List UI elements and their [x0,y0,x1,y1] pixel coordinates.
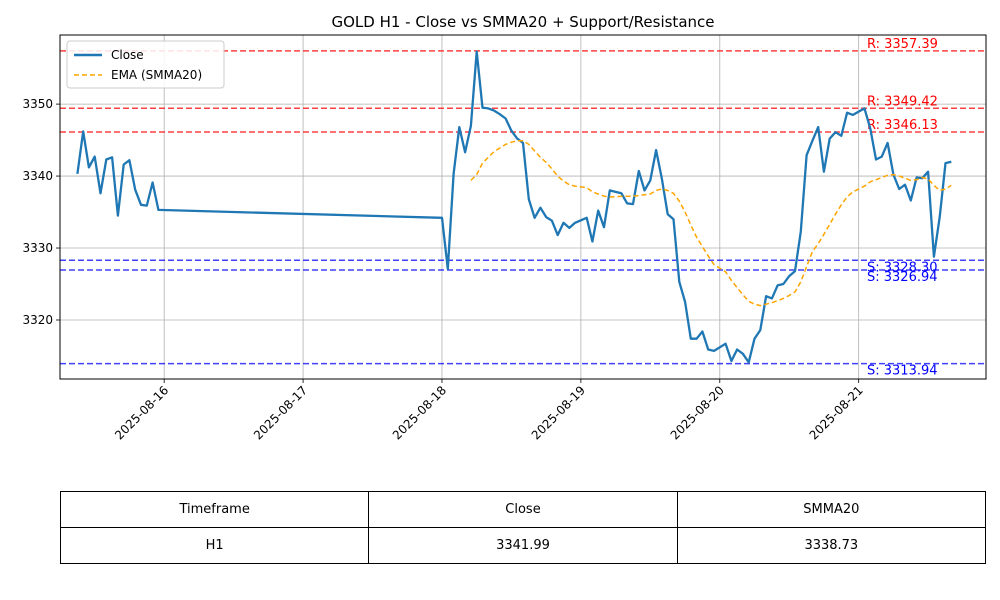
resistance-label: R: 3346.13 [867,118,938,133]
y-tick-label: 3330 [22,241,53,255]
x-tick-label: 2025-08-17 [251,383,310,442]
table-cell: 3341.99 [368,527,678,564]
grid [60,35,986,379]
close-series-line [76,50,952,364]
legend: Close EMA (SMMA20) [66,40,225,89]
legend-label-close: Close [111,48,144,62]
resistance-label: R: 3349.42 [867,94,938,109]
resistance-label: R: 3357.39 [867,37,938,52]
smma20-series-line [470,140,952,307]
table-cell: 3338.73 [676,527,987,564]
y-tick-label: 3340 [22,169,53,183]
chart: GOLD H1 - Close vs SMMA20 + Support/Resi… [22,13,987,442]
summary-table: Timeframe Close SMMA20 H1 3341.99 3338.7… [59,491,987,564]
support-label: S: 3328.30 [867,260,938,275]
y-tick-label: 3350 [22,97,53,111]
x-tick-label: 2025-08-19 [529,383,588,442]
table-header-row: Timeframe Close SMMA20 [59,491,987,528]
support-label: S: 3326.94 [867,270,938,285]
table-header-cell: Timeframe [59,491,370,528]
x-tick-label: 2025-08-18 [390,383,449,442]
support-label: S: 3313.94 [867,364,938,379]
series [76,50,952,364]
x-axis: 2025-08-16 2025-08-17 2025-08-18 2025-08-19… [112,379,866,442]
table-header-cell: Close [368,491,678,528]
table-cell: H1 [59,527,370,564]
legend-label-smma: EMA (SMMA20) [111,68,202,82]
chart-title: GOLD H1 - Close vs SMMA20 + Support/Resi… [331,13,714,31]
legend-box [66,40,225,89]
table-header-cell: SMMA20 [676,491,987,528]
x-tick-label: 2025-08-16 [112,383,171,442]
y-tick-label: 3320 [22,313,53,327]
plot-frame [59,34,987,380]
table-row: H1 3341.99 3338.73 [59,527,987,564]
x-tick-label: 2025-08-20 [668,383,727,442]
y-axis: 3320 3330 3340 3350 [22,97,60,327]
x-tick-label: 2025-08-21 [807,383,866,442]
